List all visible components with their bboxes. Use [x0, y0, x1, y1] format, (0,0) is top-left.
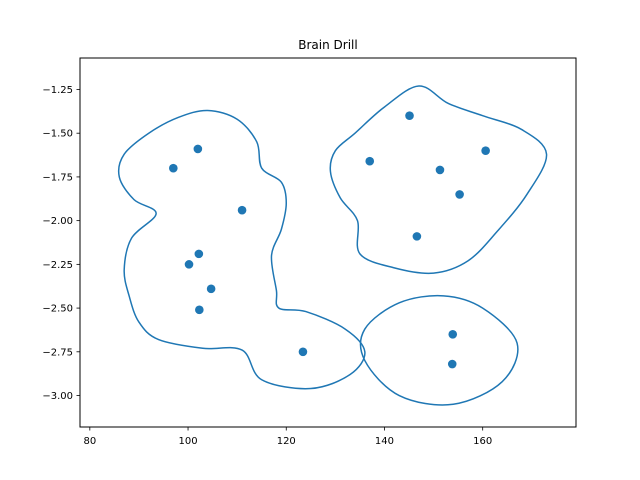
y-axis: −1.25 −1.50 −1.75 −2.00 −2.25 −2.50 −2.75 −3.00: [42, 85, 80, 402]
contour-cluster-1: [117, 109, 366, 390]
y-tick-label: −1.50: [42, 129, 73, 140]
contour-cluster-2: [329, 85, 548, 275]
y-tick-label: −2.50: [42, 304, 73, 315]
data-point-14: [412, 232, 422, 241]
chart-title: Brain Drill: [298, 38, 357, 52]
x-tick-label: 140: [375, 436, 394, 447]
data-point-15: [448, 330, 458, 339]
data-point-10: [365, 156, 375, 166]
contour-cluster-3: [359, 294, 519, 406]
data-point-6: [206, 284, 216, 294]
x-axis: 80 100 120 140 160: [83, 427, 492, 447]
data-point-13: [455, 190, 464, 199]
data-point-4: [194, 249, 204, 259]
contour-group: [117, 85, 548, 406]
data-point-7: [195, 305, 204, 315]
data-point-11: [435, 165, 445, 175]
data-point-1: [193, 144, 203, 154]
data-point-12: [481, 146, 490, 155]
x-tick-label: 80: [83, 436, 96, 447]
y-tick-label: −1.75: [42, 172, 73, 183]
y-tick-label: −2.25: [42, 260, 73, 271]
x-tick-label: 100: [178, 436, 197, 447]
y-tick-label: −3.00: [42, 391, 73, 402]
data-point-2: [169, 163, 178, 173]
points-group: [169, 111, 490, 369]
plot-frame: [79, 57, 577, 428]
y-tick-label: −1.25: [42, 85, 73, 96]
x-tick-label: 120: [277, 436, 296, 447]
x-tick-label: 160: [473, 436, 492, 447]
data-point-9: [405, 111, 414, 121]
y-tick-label: −2.00: [42, 216, 73, 227]
data-point-8: [298, 347, 308, 357]
y-tick-label: −2.75: [42, 347, 73, 358]
data-point-5: [184, 260, 194, 269]
data-point-16: [447, 359, 457, 369]
data-point-3: [237, 205, 247, 215]
